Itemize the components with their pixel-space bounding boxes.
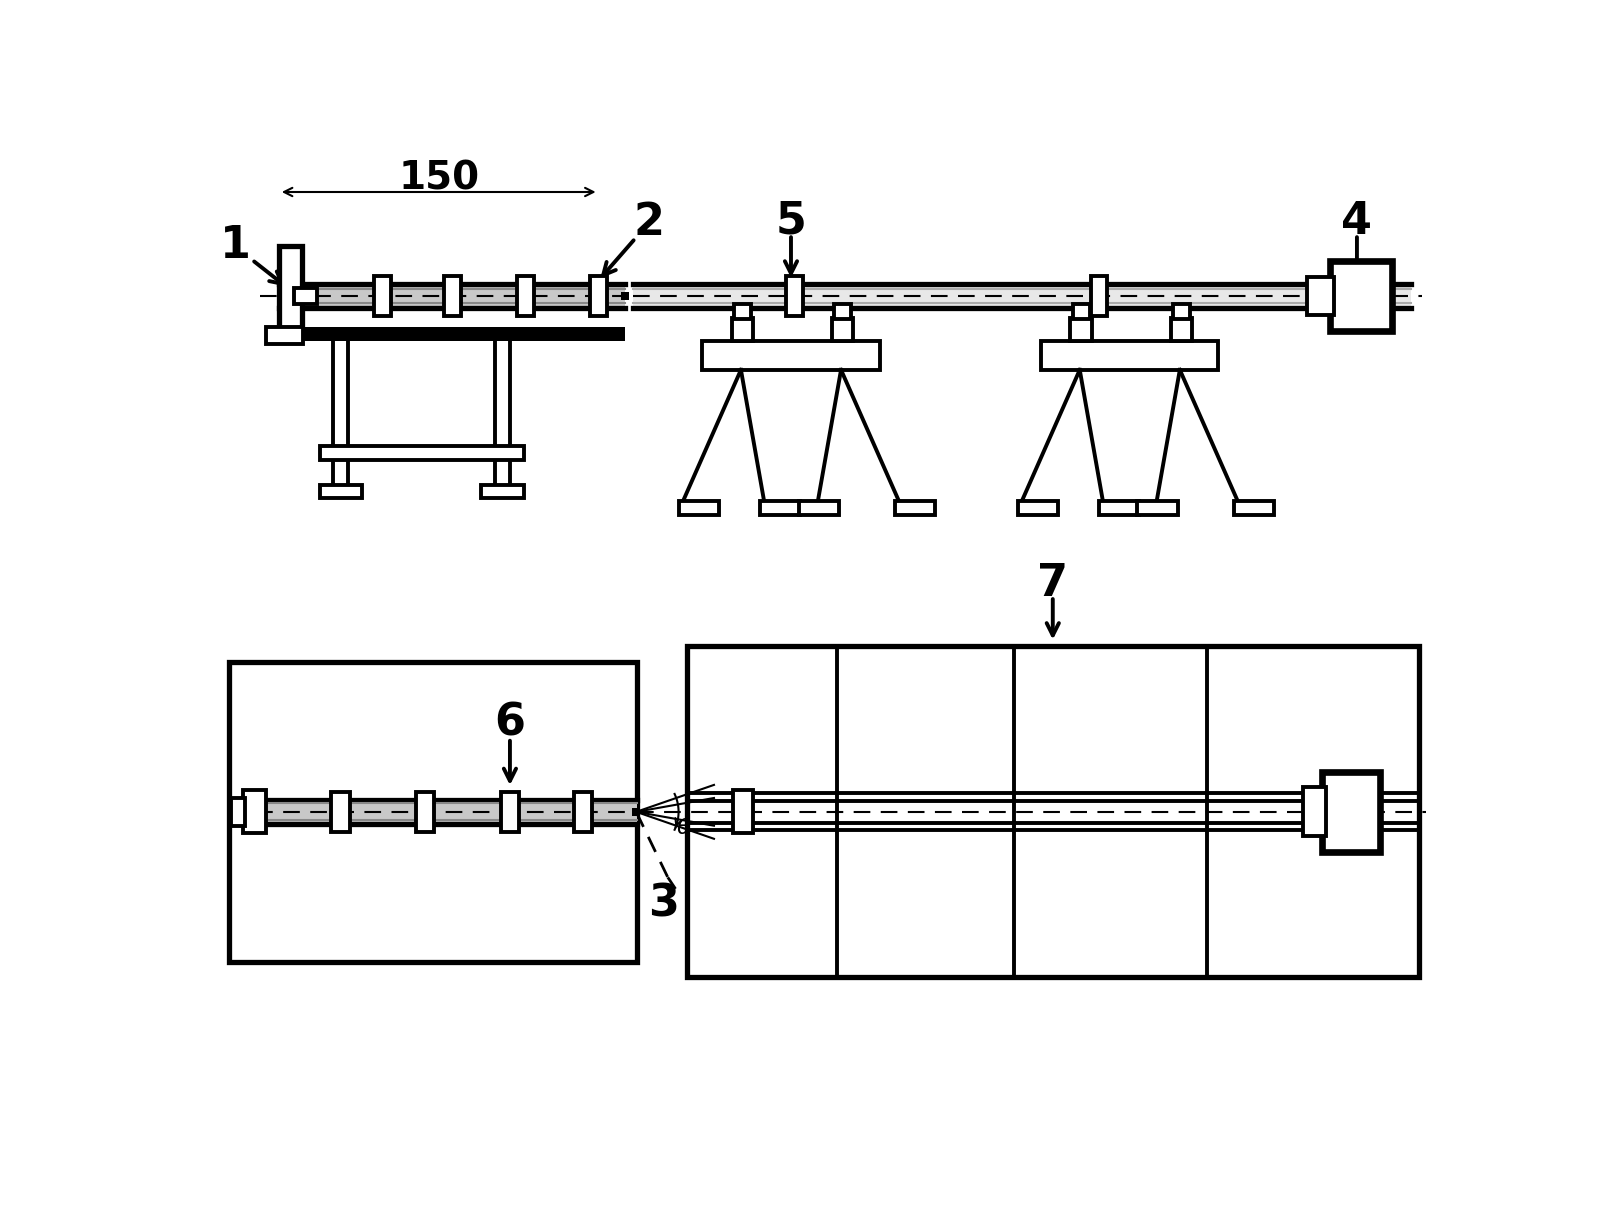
Text: 3: 3 — [649, 883, 679, 926]
Bar — [1073, 304, 1089, 320]
Bar — [374, 276, 391, 316]
Bar — [1302, 787, 1327, 836]
Bar — [294, 288, 318, 304]
Bar — [320, 446, 525, 460]
Text: 7: 7 — [1038, 561, 1068, 605]
Bar — [679, 501, 720, 515]
Bar — [242, 790, 266, 833]
Bar — [831, 317, 854, 340]
Bar — [799, 501, 839, 515]
Bar — [1170, 317, 1193, 340]
Text: θ: θ — [676, 819, 691, 838]
Text: 1: 1 — [220, 225, 250, 267]
Text: 150: 150 — [399, 159, 479, 197]
Bar — [1070, 317, 1093, 340]
Bar — [834, 304, 851, 320]
Bar — [331, 792, 350, 832]
Bar — [1041, 340, 1219, 369]
Text: 4: 4 — [1341, 199, 1372, 243]
Bar — [500, 792, 520, 832]
Bar — [229, 662, 638, 962]
Bar — [266, 327, 303, 344]
Bar — [279, 245, 302, 330]
Polygon shape — [633, 284, 1411, 307]
Bar — [416, 792, 434, 832]
Bar — [894, 501, 935, 515]
Bar — [444, 276, 460, 316]
Bar — [786, 276, 804, 316]
Bar — [760, 501, 801, 515]
Bar — [731, 317, 754, 340]
Bar — [621, 292, 628, 300]
Bar — [1138, 501, 1178, 515]
Bar — [733, 790, 754, 833]
Bar — [1091, 276, 1107, 316]
Bar — [1099, 501, 1139, 515]
Bar — [320, 485, 362, 498]
Polygon shape — [249, 799, 638, 824]
Bar — [231, 798, 245, 826]
Bar — [1330, 261, 1391, 330]
Bar — [688, 646, 1419, 977]
Bar — [591, 276, 607, 316]
Bar — [633, 808, 641, 815]
Bar — [734, 304, 751, 320]
Bar — [1322, 772, 1380, 852]
Text: 2: 2 — [633, 202, 663, 244]
Bar — [1233, 501, 1273, 515]
Bar — [279, 327, 626, 340]
Bar — [1018, 501, 1059, 515]
Text: 6: 6 — [494, 701, 526, 744]
Bar — [1307, 277, 1333, 315]
Bar — [702, 340, 880, 369]
Text: 5: 5 — [776, 199, 807, 243]
Bar — [575, 792, 592, 832]
Bar — [481, 485, 525, 498]
Polygon shape — [279, 284, 626, 307]
Bar — [1173, 304, 1190, 320]
Bar — [516, 276, 534, 316]
